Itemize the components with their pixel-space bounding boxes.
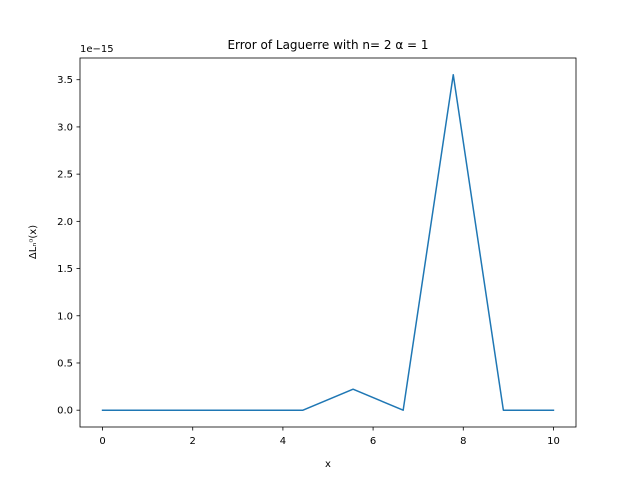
axes-frame <box>79 57 577 428</box>
y-tick-label: 2.0 <box>57 217 73 228</box>
y-tick-label: 3.0 <box>57 122 73 133</box>
plot-area <box>101 73 555 411</box>
x-tick-label: 10 <box>547 436 560 447</box>
chart-title: Error of Laguerre with n= 2 α = 1 <box>227 38 428 52</box>
y-axis-offset-text: 1e−15 <box>80 44 114 55</box>
y-tick-label: 1.5 <box>57 264 73 275</box>
y-tick-label: 0.0 <box>57 406 73 417</box>
y-axis-ticks: 0.0 0.5 1.0 1.5 2.0 2.5 3.0 3.5 <box>57 75 80 417</box>
x-tick-label: 6 <box>370 436 376 447</box>
x-axis-ticks: 0 2 4 6 8 10 <box>99 427 560 447</box>
x-tick-label: 0 <box>99 436 105 447</box>
series-line <box>101 73 555 411</box>
y-tick-label: 0.5 <box>57 358 73 369</box>
x-tick-label: 8 <box>460 436 466 447</box>
y-tick-label: 2.5 <box>57 170 73 181</box>
x-axis-label: x <box>325 459 331 470</box>
x-tick-label: 4 <box>280 436 286 447</box>
y-axis-label: ΔLₙᵅ(x) <box>28 225 39 259</box>
x-tick-label: 2 <box>190 436 196 447</box>
y-tick-label: 1.0 <box>57 311 73 322</box>
y-tick-label: 3.5 <box>57 75 73 86</box>
